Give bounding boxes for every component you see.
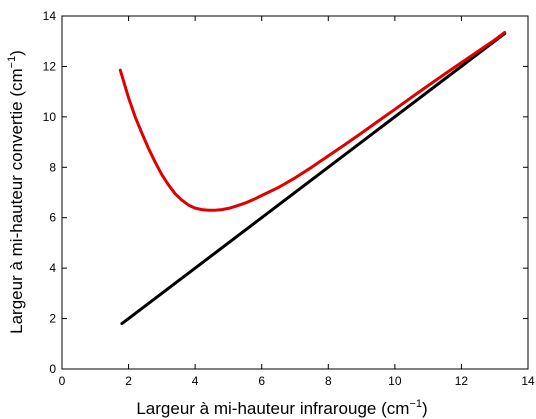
y-tick-label: 14 xyxy=(43,9,57,23)
y-axis-title: Largeur à mi-hauteur convertie (cm−1) xyxy=(6,50,26,334)
series-layer xyxy=(118,30,507,326)
y-tick-label: 2 xyxy=(49,312,56,326)
x-tick-label: 14 xyxy=(521,374,535,388)
x-tick-label: 0 xyxy=(59,374,66,388)
x-tick-label: 6 xyxy=(258,374,265,388)
x-tick-label: 4 xyxy=(192,374,199,388)
y-tick-label: 0 xyxy=(49,362,56,376)
y-tick-label: 4 xyxy=(49,261,56,275)
y-tick-label: 10 xyxy=(43,110,57,124)
y-tick-label: 8 xyxy=(49,160,56,174)
y-tick-label: 6 xyxy=(49,211,56,225)
series-line-1 xyxy=(120,32,507,326)
x-tick-label: 2 xyxy=(125,374,132,388)
axes-layer: 0 2 4 6 8 10 12 14 0 2 4 6 8 10 12 14 xyxy=(43,9,535,388)
x-tick-label: 10 xyxy=(388,374,402,388)
x-axis-title: Largeur à mi-hauteur infrarouge (cm−1) xyxy=(136,398,427,418)
x-tick-label: 12 xyxy=(455,374,469,388)
axes-frame xyxy=(61,15,529,370)
y-tick-label: 12 xyxy=(43,59,57,73)
series-line-2 xyxy=(118,30,507,212)
x-tick-label: 8 xyxy=(325,374,332,388)
